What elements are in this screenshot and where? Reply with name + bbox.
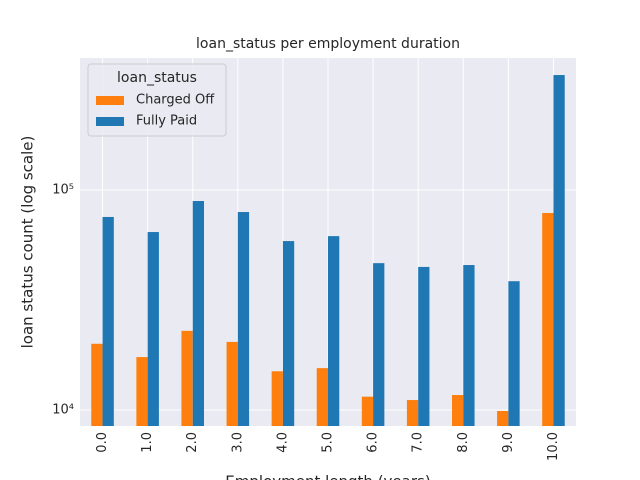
bar bbox=[361, 396, 374, 426]
bar bbox=[147, 232, 159, 426]
x-tick-label: 1.0 bbox=[140, 432, 155, 453]
bar bbox=[497, 410, 509, 426]
x-tick-label: 5.0 bbox=[321, 432, 336, 453]
bar bbox=[553, 75, 565, 426]
bar bbox=[181, 330, 193, 426]
bar bbox=[226, 341, 238, 426]
chart-title: loan_status per employment duration bbox=[196, 36, 460, 52]
x-tick-label: 3.0 bbox=[230, 432, 245, 453]
legend-label: Charged Off bbox=[136, 93, 215, 108]
bar bbox=[102, 216, 114, 426]
x-tick-label: 2.0 bbox=[185, 432, 200, 453]
x-tick-label: 8.0 bbox=[456, 432, 471, 453]
bar bbox=[316, 368, 328, 426]
bar bbox=[452, 395, 464, 426]
legend-swatch bbox=[96, 117, 124, 126]
x-tick-label: 0.0 bbox=[95, 432, 110, 453]
x-tick-label: 7.0 bbox=[411, 432, 426, 453]
bar bbox=[282, 241, 295, 426]
x-tick-label: 10.0 bbox=[546, 432, 561, 461]
bar bbox=[508, 281, 520, 426]
legend-swatch bbox=[96, 96, 124, 105]
bar bbox=[463, 265, 475, 426]
legend-label: Fully Paid bbox=[136, 114, 197, 129]
bar bbox=[136, 357, 148, 426]
y-axis-label: loan status count (log scale) bbox=[19, 136, 37, 349]
legend: loan_status Charged Off Fully Paid bbox=[87, 63, 227, 137]
bar bbox=[406, 400, 419, 426]
bar bbox=[91, 343, 103, 426]
y-tick-label: 10⁴ bbox=[52, 403, 74, 418]
bar bbox=[542, 213, 554, 426]
y-tick-label: 10⁵ bbox=[52, 182, 74, 197]
bars bbox=[91, 75, 565, 426]
x-tick-label: 6.0 bbox=[366, 432, 381, 453]
bar bbox=[373, 263, 385, 426]
bar bbox=[237, 212, 250, 426]
x-tick-label: 4.0 bbox=[275, 432, 290, 453]
bar bbox=[271, 371, 283, 426]
bar bbox=[192, 201, 204, 426]
legend-title: loan_status bbox=[117, 70, 197, 86]
bar bbox=[328, 236, 340, 426]
x-tick-label: 9.0 bbox=[501, 432, 516, 453]
bar bbox=[418, 266, 430, 426]
x-axis-label: Employment length (years) bbox=[225, 473, 430, 480]
